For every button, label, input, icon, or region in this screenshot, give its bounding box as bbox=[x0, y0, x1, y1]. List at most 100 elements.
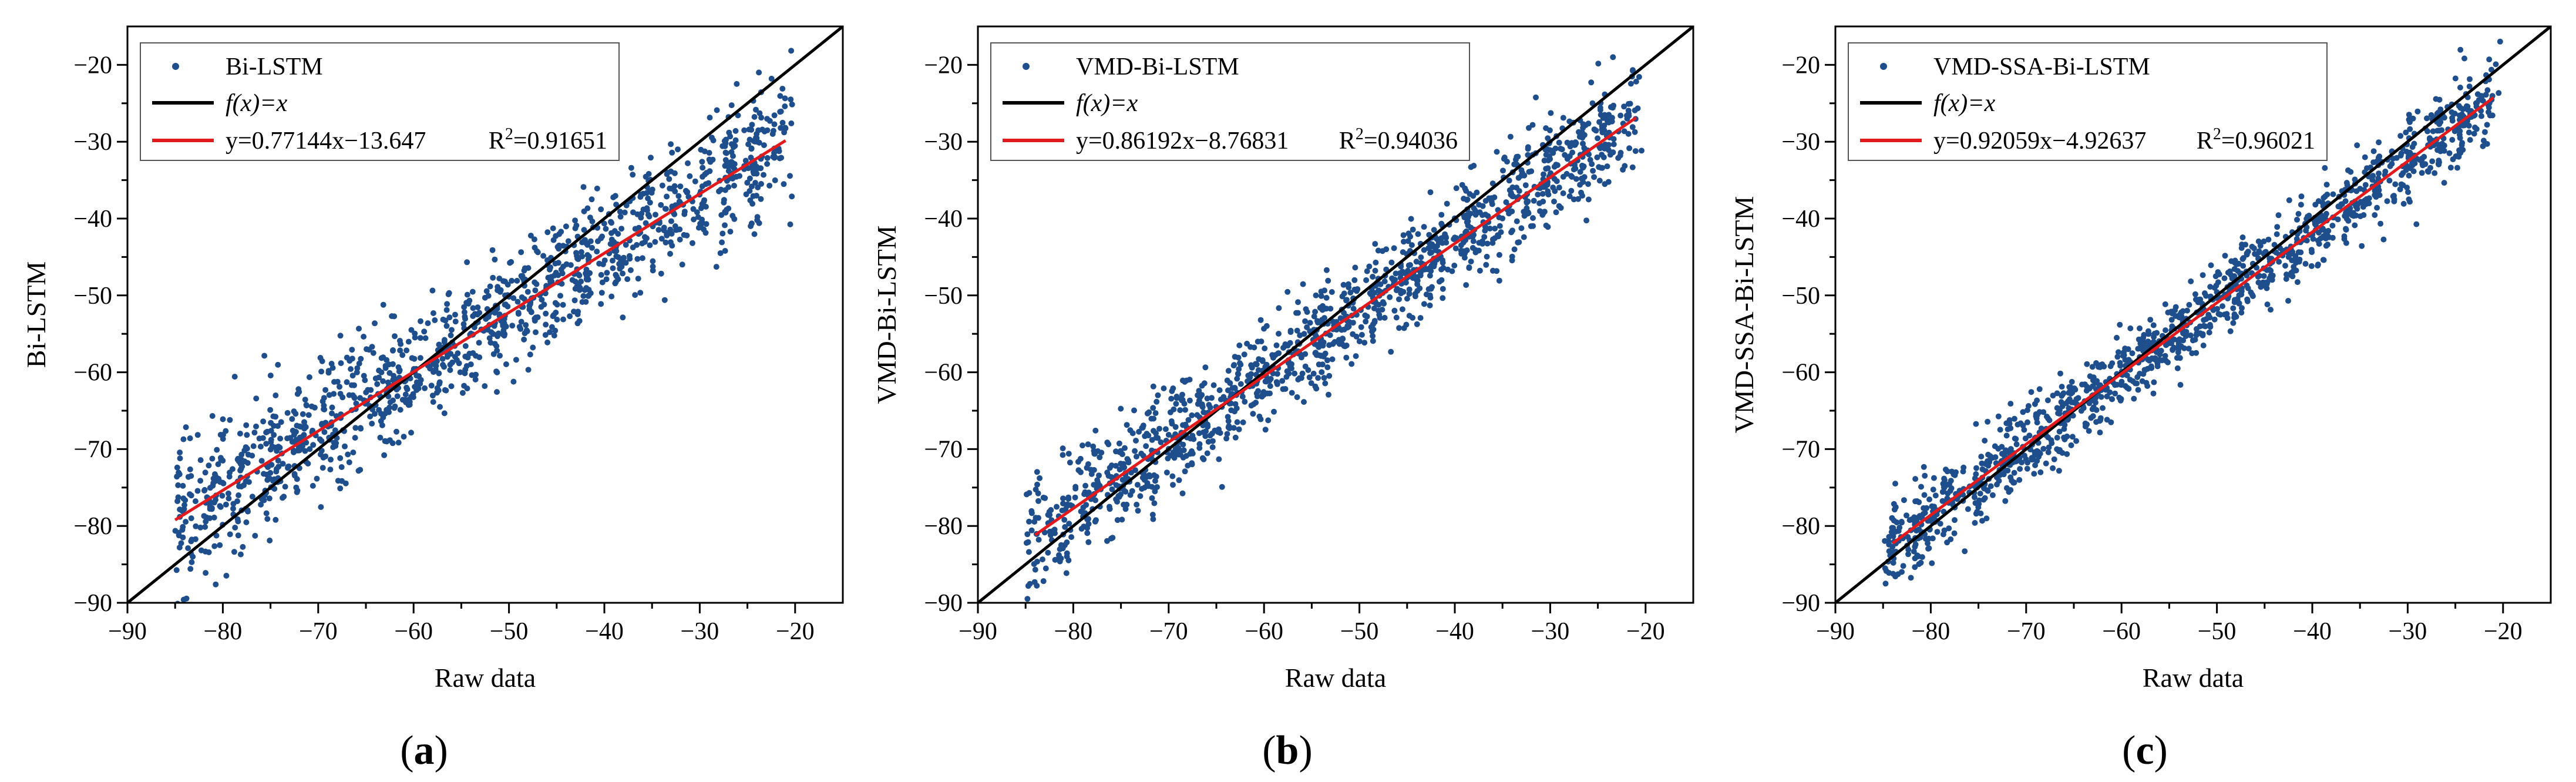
data-point bbox=[1075, 459, 1081, 465]
data-point bbox=[1973, 465, 1979, 471]
data-point bbox=[658, 236, 665, 242]
data-point bbox=[1273, 342, 1280, 348]
data-point bbox=[2158, 348, 2164, 354]
data-point bbox=[370, 350, 376, 356]
x-tick-label: −60 bbox=[2102, 618, 2141, 645]
data-point bbox=[1573, 176, 1579, 182]
data-point bbox=[613, 279, 619, 286]
data-point bbox=[1122, 506, 1129, 512]
data-point bbox=[2080, 405, 2087, 411]
data-point bbox=[652, 239, 658, 245]
data-point bbox=[2372, 212, 2378, 218]
data-point bbox=[305, 461, 311, 467]
data-point bbox=[2124, 372, 2130, 378]
data-point bbox=[1294, 327, 1300, 334]
data-point bbox=[461, 304, 468, 310]
data-point bbox=[598, 301, 604, 307]
data-point bbox=[1996, 478, 2002, 484]
data-point bbox=[1477, 267, 1483, 274]
data-point bbox=[1295, 299, 1301, 306]
data-point bbox=[263, 510, 270, 516]
x-tick-label: −50 bbox=[1340, 618, 1379, 645]
data-point bbox=[1632, 148, 1639, 155]
data-point bbox=[226, 495, 232, 502]
data-point bbox=[560, 301, 566, 308]
data-point bbox=[1985, 418, 1991, 425]
data-point bbox=[725, 163, 732, 169]
data-point bbox=[349, 347, 355, 353]
data-point bbox=[1921, 464, 1927, 470]
data-point bbox=[2362, 154, 2368, 160]
data-point bbox=[1376, 301, 1382, 308]
data-point bbox=[758, 115, 765, 121]
data-point bbox=[1595, 61, 1602, 67]
data-point bbox=[1540, 199, 1546, 204]
data-point bbox=[2480, 137, 2487, 144]
data-point bbox=[1514, 218, 1520, 224]
data-point bbox=[2011, 479, 2017, 486]
data-point bbox=[717, 250, 724, 256]
data-point bbox=[2439, 140, 2446, 147]
data-point bbox=[1438, 266, 1444, 273]
data-point bbox=[1225, 368, 1232, 374]
data-point bbox=[1356, 338, 1363, 344]
data-point bbox=[2341, 233, 2348, 240]
data-point bbox=[1601, 122, 1608, 129]
data-point bbox=[223, 572, 230, 579]
data-point bbox=[1151, 428, 1156, 434]
data-point bbox=[550, 225, 556, 231]
data-point bbox=[1553, 162, 1559, 168]
data-point bbox=[1204, 450, 1210, 457]
data-point bbox=[2033, 414, 2040, 420]
data-point bbox=[1321, 375, 1327, 381]
data-point bbox=[1427, 302, 1433, 308]
data-point bbox=[1066, 521, 1072, 527]
data-point bbox=[702, 230, 709, 236]
data-point bbox=[417, 335, 423, 341]
data-point bbox=[266, 495, 273, 502]
data-point bbox=[2412, 160, 2418, 166]
data-point bbox=[466, 297, 473, 304]
caption-close: ) bbox=[1299, 728, 1312, 773]
data-point bbox=[1301, 331, 1307, 337]
data-point bbox=[175, 494, 181, 501]
data-point bbox=[2376, 139, 2382, 146]
data-point bbox=[669, 149, 675, 156]
data-point bbox=[617, 209, 623, 215]
data-point bbox=[2384, 198, 2390, 204]
x-tick-label: −20 bbox=[2484, 618, 2523, 645]
data-point bbox=[314, 475, 320, 482]
data-point bbox=[1150, 516, 1156, 522]
data-point bbox=[1427, 189, 1434, 196]
data-point bbox=[1045, 512, 1051, 518]
data-point bbox=[543, 321, 549, 328]
x-tick-label: −80 bbox=[1054, 618, 1093, 645]
y-tick-label: −40 bbox=[73, 206, 112, 233]
data-point bbox=[725, 168, 732, 174]
data-point bbox=[1327, 332, 1333, 338]
data-point bbox=[2398, 150, 2405, 157]
data-point bbox=[2464, 103, 2471, 110]
data-point bbox=[1400, 232, 1407, 239]
data-point bbox=[1965, 506, 1971, 512]
data-point bbox=[2244, 251, 2250, 258]
data-point bbox=[1116, 440, 1122, 447]
data-point bbox=[1929, 560, 1935, 566]
data-point bbox=[1431, 227, 1437, 233]
data-point bbox=[2097, 429, 2103, 436]
data-point bbox=[1920, 511, 1926, 517]
data-point bbox=[2274, 231, 2280, 237]
data-point bbox=[1324, 357, 1330, 364]
data-point bbox=[306, 374, 312, 380]
data-point bbox=[1579, 193, 1585, 199]
data-point bbox=[1081, 523, 1087, 530]
data-point bbox=[2258, 284, 2264, 290]
data-point bbox=[1262, 345, 1268, 351]
data-point bbox=[1060, 445, 1066, 452]
data-point bbox=[1189, 412, 1195, 418]
x-tick-label: −60 bbox=[1245, 618, 1283, 645]
data-point bbox=[1082, 489, 1088, 495]
data-point bbox=[1300, 281, 1306, 287]
data-point bbox=[1251, 344, 1257, 351]
data-point bbox=[1999, 444, 2005, 450]
